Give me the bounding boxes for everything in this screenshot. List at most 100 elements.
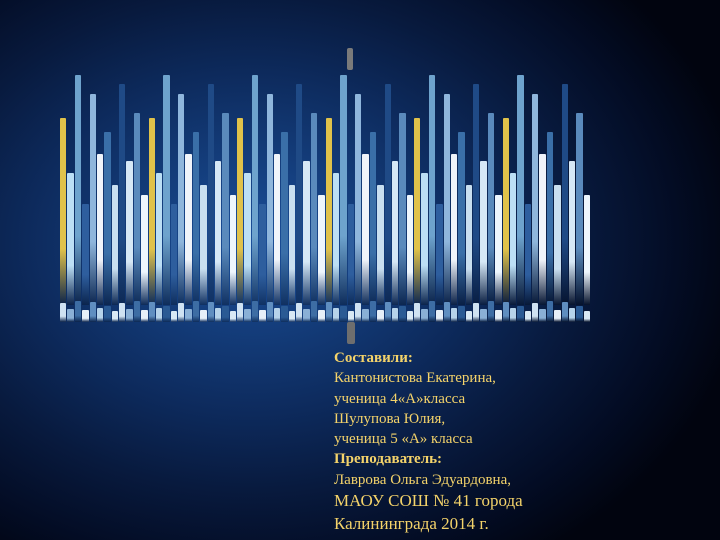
wordart-stripe — [60, 118, 66, 305]
wordart-stripe — [75, 301, 81, 322]
wordart-stripe — [281, 132, 287, 305]
author2-name: Шулупова Юлия, — [334, 409, 694, 429]
wordart-stripe — [67, 309, 73, 322]
wordart-stripe — [584, 311, 590, 322]
wordart-stripe — [488, 113, 494, 305]
wordart-stripe — [193, 132, 199, 305]
wordart-stripe — [296, 84, 302, 305]
wordart-stripe — [289, 185, 295, 305]
wordart-stripe — [377, 185, 383, 305]
wordart-stripe — [104, 132, 110, 305]
wordart-stripe — [495, 195, 501, 305]
wordart-stripe — [171, 311, 177, 322]
wordart-stripe — [193, 301, 199, 322]
wordart-stripe — [340, 75, 346, 305]
wordart-stripe — [355, 94, 361, 305]
wordart-stripe — [480, 161, 486, 305]
wordart-stripe — [385, 302, 391, 322]
subtitle-wordart — [60, 300, 590, 322]
wordart-stripe — [222, 113, 228, 305]
wordart-stripe — [252, 301, 258, 322]
wordart-stripe — [259, 310, 265, 322]
wordart-stripe — [267, 302, 273, 322]
wordart-stripe — [399, 113, 405, 305]
wordart-stripe — [90, 302, 96, 322]
wordart-stripe — [576, 113, 582, 305]
wordart-stripe — [473, 303, 479, 322]
wordart-stripe — [126, 161, 132, 305]
wordart-stripe — [222, 306, 228, 323]
wordart-stripe — [333, 173, 339, 305]
wordart-stripe — [510, 308, 516, 322]
wordart-stripe — [163, 306, 169, 323]
wordart-stripe — [318, 195, 324, 305]
wordart-stripe — [399, 306, 405, 323]
wordart-stripe — [473, 84, 479, 305]
wordart-stripe — [510, 173, 516, 305]
wordart-stripe — [149, 118, 155, 305]
wordart-stripe — [562, 302, 568, 322]
wordart-stripe — [525, 311, 531, 322]
author2-role: ученица 5 «А» класса — [334, 429, 694, 449]
wordart-stripe — [554, 310, 560, 322]
wordart-stripe — [215, 161, 221, 305]
wordart-stripe — [421, 173, 427, 305]
wordart-stripe — [296, 303, 302, 322]
wordart-stripe — [539, 309, 545, 322]
wordart-stripe — [134, 113, 140, 305]
wordart-stripe — [458, 132, 464, 305]
wordart-stripe — [517, 306, 523, 323]
wordart-stripe — [414, 303, 420, 322]
wordart-stripe — [377, 310, 383, 322]
wordart-stripe — [348, 204, 354, 305]
wordart-stripe — [208, 84, 214, 305]
wordart-stripe — [392, 308, 398, 322]
wordart-stripe — [547, 132, 553, 305]
wordart-stripe — [60, 303, 66, 322]
wordart-stripe — [348, 311, 354, 322]
wordart-stripe — [97, 308, 103, 322]
wordart-stripe — [539, 154, 545, 305]
wordart-stripe — [126, 309, 132, 322]
wordart-stripe — [429, 75, 435, 305]
wordart-stripe — [451, 154, 457, 305]
wordart-stripe — [311, 113, 317, 305]
wordart-stripe — [355, 303, 361, 322]
wordart-stripe — [436, 310, 442, 322]
wordart-stripe — [141, 195, 147, 305]
wordart-stripe — [149, 302, 155, 322]
wordart-stripe — [244, 173, 250, 305]
wordart-stripe — [503, 302, 509, 322]
wordart-stripe — [303, 309, 309, 322]
author1-name: Кантонистова Екатерина, — [334, 368, 694, 388]
wordart-stripe — [466, 311, 472, 322]
wordart-stripe — [362, 309, 368, 322]
wordart-stripe — [274, 154, 280, 305]
wordart-stripe — [82, 310, 88, 322]
wordart-stripe — [451, 308, 457, 322]
wordart-stripe — [547, 301, 553, 322]
wordart-stripe — [421, 309, 427, 322]
wordart-stripe — [237, 118, 243, 305]
wordart-stripe — [576, 306, 582, 323]
wordart-stripe — [244, 309, 250, 322]
wordart-stripe — [480, 309, 486, 322]
wordart-stripe — [525, 204, 531, 305]
wordart-stripe — [112, 311, 118, 322]
wordart-stripe — [75, 75, 81, 305]
wordart-stripe — [156, 173, 162, 305]
wordart-stripe — [259, 204, 265, 305]
wordart-stripe — [82, 204, 88, 305]
wordart-stripe — [385, 84, 391, 305]
wordart-stripe — [104, 306, 110, 323]
wordart-stripe — [311, 301, 317, 322]
wordart-stripe — [407, 195, 413, 305]
wordart-stripe — [488, 301, 494, 322]
wordart-stripe — [303, 161, 309, 305]
wordart-stripe — [237, 303, 243, 322]
wordart-stripe — [584, 195, 590, 305]
wordart-stripe — [90, 94, 96, 305]
wordart-stripe — [200, 310, 206, 322]
wordart-stripe — [141, 310, 147, 322]
wordart-stripe — [444, 94, 450, 305]
